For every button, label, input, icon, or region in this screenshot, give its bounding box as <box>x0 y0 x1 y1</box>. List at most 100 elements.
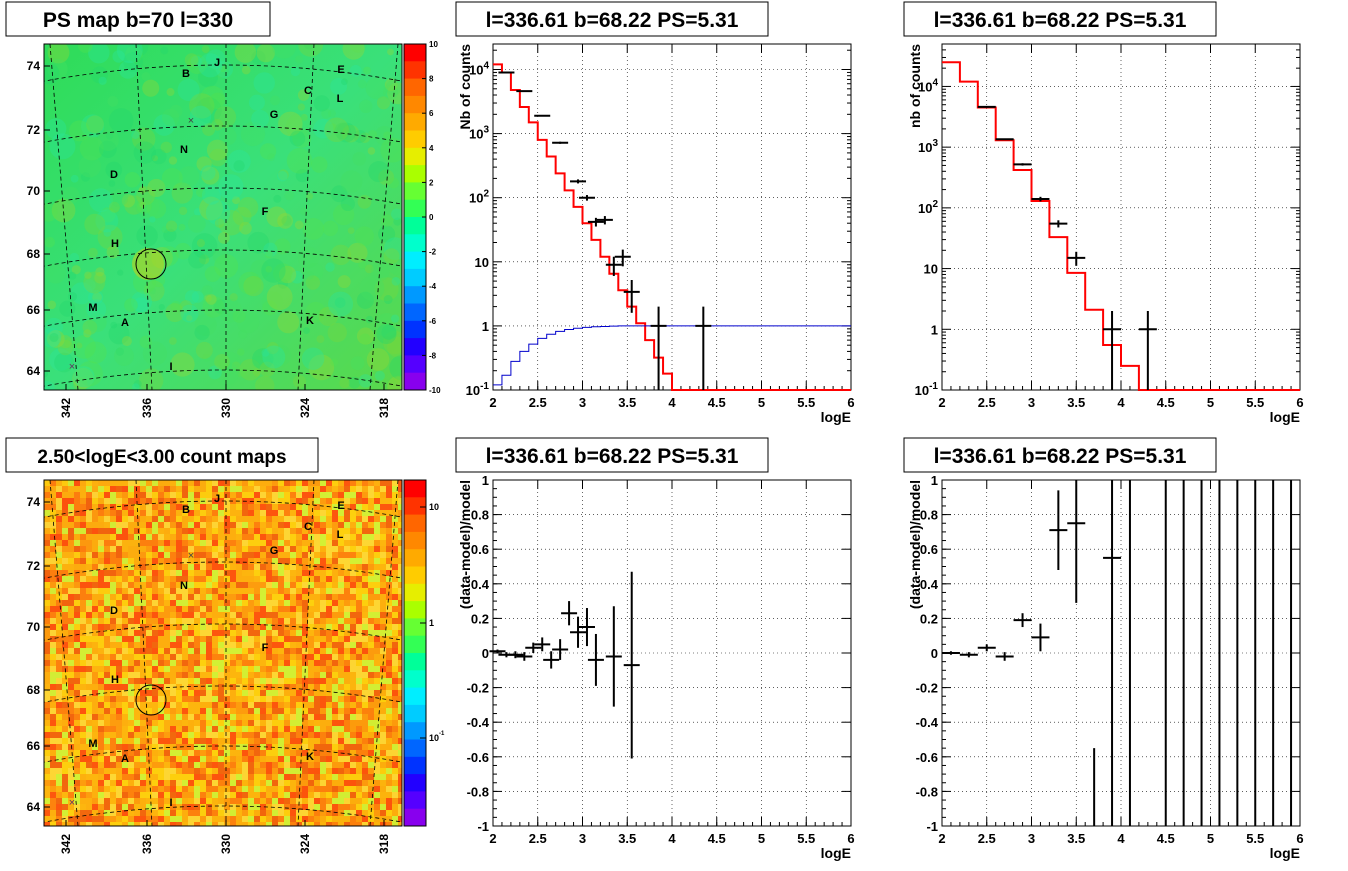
count-map-pixel <box>278 528 284 534</box>
count-map-pixel <box>140 612 146 618</box>
count-map-pixel <box>170 786 176 792</box>
ps-map-blob <box>59 300 76 317</box>
count-map-pixel <box>164 816 170 822</box>
count-map-pixel <box>392 642 398 648</box>
count-map-pixel <box>92 720 98 726</box>
count-map-pixel <box>122 630 128 636</box>
count-map-pixel <box>326 822 332 826</box>
count-map-pixel <box>284 624 290 630</box>
count-map-pixel <box>386 816 392 822</box>
map-parallel <box>44 500 402 518</box>
count-map-pixel <box>374 630 380 636</box>
count-map-pixel <box>218 546 224 552</box>
count-map-pixel <box>254 642 260 648</box>
count-map-pixel <box>260 540 266 546</box>
source-label-L: L <box>337 93 344 105</box>
count-map-pixel <box>374 744 380 750</box>
count-map-pixel <box>200 708 206 714</box>
count-map-pixel <box>368 546 374 552</box>
count-map-pixel <box>302 588 308 594</box>
count-map-pixel <box>284 612 290 618</box>
count-map-pixel <box>140 510 146 516</box>
count-map-pixel <box>374 540 380 546</box>
count-map-pixel <box>386 636 392 642</box>
count-map-pixel <box>392 480 398 486</box>
count-map-pixel <box>92 726 98 732</box>
count-map-pixel <box>224 546 230 552</box>
count-map-pixel <box>218 690 224 696</box>
count-map-pixel <box>128 606 134 612</box>
count-map-pixel <box>242 630 248 636</box>
count-map-pixel <box>254 816 260 822</box>
count-map-pixel <box>392 822 398 826</box>
count-map-pixel <box>110 774 116 780</box>
count-map-pixel <box>56 720 62 726</box>
count-map-pixel <box>356 816 362 822</box>
count-map-pixel <box>314 822 320 826</box>
palette-cell <box>404 687 426 706</box>
count-map-pixel <box>146 762 152 768</box>
count-map-pixel <box>398 564 402 570</box>
count-map-pixel <box>284 516 290 522</box>
count-map-pixel <box>74 588 80 594</box>
count-map-pixel <box>398 576 402 582</box>
ps-map-blob <box>347 227 355 235</box>
count-map-pixel <box>92 714 98 720</box>
count-map-pixel <box>194 804 200 810</box>
count-map-pixel <box>356 798 362 804</box>
ps-map-blob <box>278 265 297 284</box>
count-map-pixel <box>158 588 164 594</box>
count-map-pixel <box>350 486 356 492</box>
ps-map-blob <box>387 375 402 390</box>
ps-map-blob <box>334 122 352 140</box>
count-map-pixel <box>266 648 272 654</box>
count-map-pixel <box>344 804 350 810</box>
count-map-pixel <box>200 696 206 702</box>
data-point <box>1031 196 1050 202</box>
count-map-pixel <box>260 672 266 678</box>
ps-map-blob <box>305 275 321 290</box>
count-map-pixel <box>236 744 242 750</box>
ps-map-blob <box>121 194 136 208</box>
count-map-pixel <box>44 540 50 546</box>
count-map-pixel <box>272 576 278 582</box>
ps-map-blob <box>247 231 270 254</box>
count-map-pixel <box>332 534 338 540</box>
count-map-pixel <box>188 726 194 732</box>
count-map-pixel <box>158 516 164 522</box>
x-tick-label: 5.5 <box>1246 831 1264 846</box>
count-map-pixel <box>224 594 230 600</box>
count-map-pixel <box>344 516 350 522</box>
map-x-tick-label: 342 <box>59 834 73 854</box>
count-map-pixel <box>176 708 182 714</box>
count-map-pixel <box>122 624 128 630</box>
count-map-pixel <box>380 738 386 744</box>
count-map-pixel <box>104 606 110 612</box>
count-map-pixel <box>272 600 278 606</box>
count-map-pixel <box>320 702 326 708</box>
ps-map-blob <box>142 79 160 97</box>
count-map-pixel <box>188 696 194 702</box>
count-map-pixel <box>236 678 242 684</box>
count-map-pixel <box>128 732 134 738</box>
ps-map-blob <box>374 313 399 337</box>
count-map-pixel <box>44 690 50 696</box>
count-map-pixel <box>92 738 98 744</box>
count-map-pixel <box>98 762 104 768</box>
count-map-pixel <box>74 780 80 786</box>
count-map-pixel <box>368 600 374 606</box>
count-map-pixel <box>266 732 272 738</box>
ps-map-blob <box>169 337 177 345</box>
count-map-pixel <box>314 702 320 708</box>
count-map-pixel <box>164 492 170 498</box>
source-label-J: J <box>214 57 220 69</box>
count-map-pixel <box>212 624 218 630</box>
count-map-pixel <box>338 564 344 570</box>
count-map-pixel <box>368 696 374 702</box>
count-map-pixel <box>242 618 248 624</box>
count-map-pixel <box>140 678 146 684</box>
ps-map-blob <box>131 291 153 313</box>
count-map-pixel <box>302 726 308 732</box>
count-map-pixel <box>182 666 188 672</box>
